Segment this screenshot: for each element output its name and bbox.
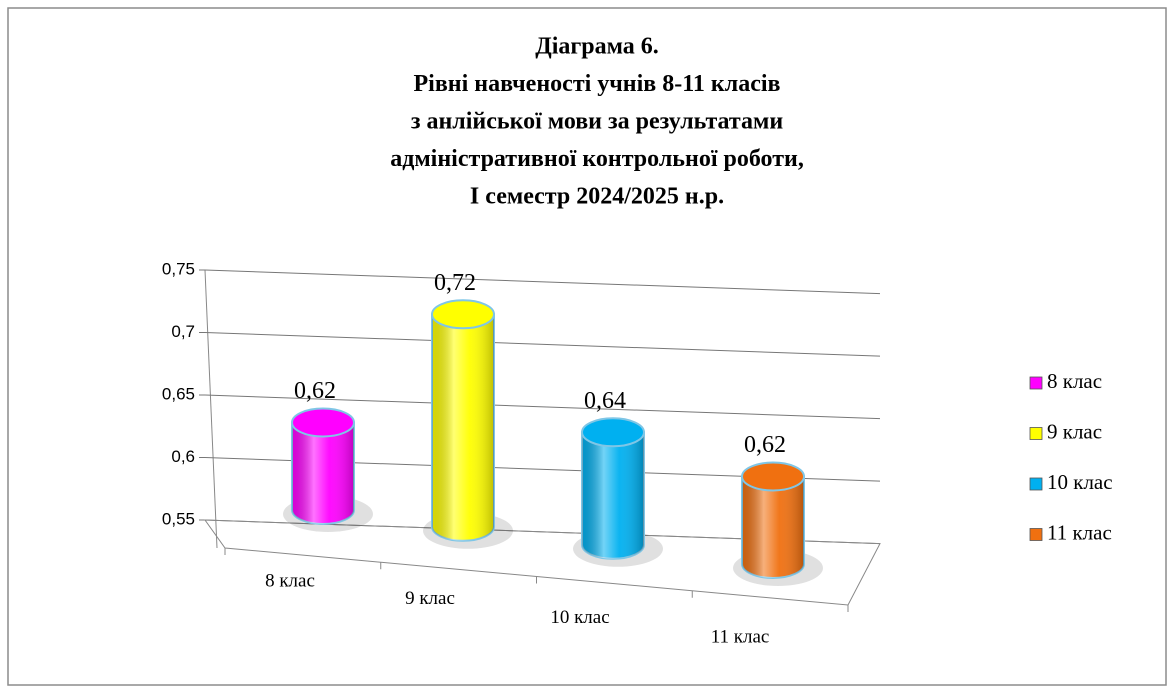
legend-swatch: [1029, 477, 1043, 491]
legend-label: 9 клас: [1047, 419, 1102, 443]
legend-swatch: [1029, 376, 1043, 390]
title-line: Діаграма 6.: [535, 34, 659, 60]
y-tick-label: 0,6: [171, 447, 195, 466]
x-tick-label: 11 клас: [711, 626, 770, 647]
y-tick-label: 0,65: [162, 384, 195, 403]
title-line: з анлійської мови за результатами: [411, 109, 784, 135]
grid-line: [204, 332, 881, 357]
bar-shine: [292, 422, 354, 524]
bar: [291, 407, 355, 525]
bar: [741, 461, 805, 579]
legend-label: 10 клас: [1047, 470, 1113, 494]
legend-swatch: [1029, 427, 1043, 440]
grid-line: [204, 394, 881, 420]
title-line: І семестр 2024/2025 н.р.: [470, 184, 724, 210]
x-tick-label: 8 клас: [265, 570, 315, 591]
y-tick-label: 0,7: [171, 322, 195, 341]
x-tick-label: 9 клас: [405, 588, 455, 609]
bar-shine: [432, 314, 494, 541]
bar-top: [741, 461, 805, 492]
data-label: 0,64: [584, 388, 626, 414]
bar-top: [291, 407, 355, 438]
x-tick-label: 10 клас: [550, 607, 609, 628]
bar: [431, 299, 495, 542]
bar-shine: [742, 476, 804, 578]
grid-line: [204, 269, 881, 295]
bar-top: [431, 299, 495, 330]
y-tick-label: 0,75: [162, 259, 195, 278]
bar-shine: [582, 432, 644, 559]
bar-top: [581, 417, 645, 448]
y-tick-label: 0,55: [162, 509, 195, 528]
title-line: Рівні навченості учнів 8-11 класів: [413, 71, 780, 97]
y-axis: [204, 269, 218, 549]
chart-frame: [7, 7, 1167, 686]
legend-label: 11 клас: [1047, 520, 1112, 544]
data-label: 0,62: [744, 432, 786, 458]
data-label: 0,62: [294, 378, 336, 404]
title-line: адміністративної контрольної роботи,: [390, 146, 804, 172]
legend-label: 8 клас: [1047, 369, 1102, 393]
legend-swatch: [1029, 528, 1043, 541]
bar: [581, 417, 645, 560]
data-label: 0,72: [434, 270, 476, 296]
